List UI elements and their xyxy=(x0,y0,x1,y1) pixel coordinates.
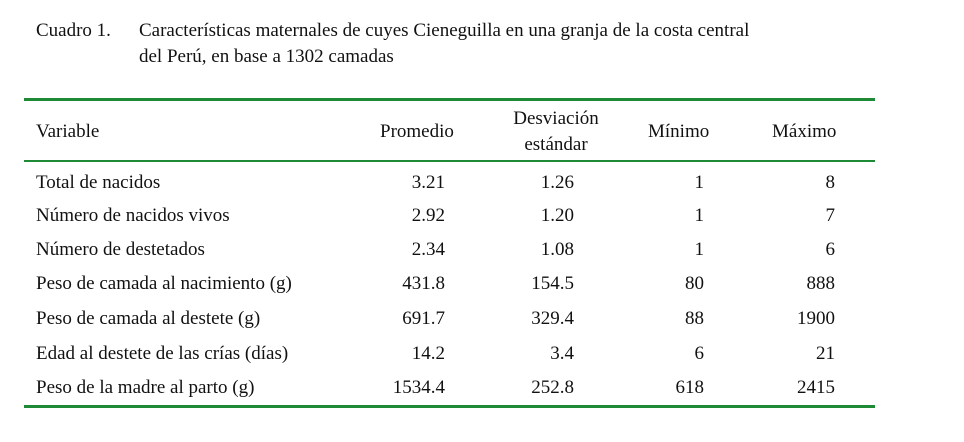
header-variable: Variable xyxy=(36,121,100,142)
cell-desviacion: 1.20 xyxy=(540,205,574,226)
table-top-rule xyxy=(24,98,875,101)
table-row: Número de nacidos vivos 2.92 1.20 1 7 xyxy=(0,203,964,237)
cell-variable: Peso de camada al nacimiento (g) xyxy=(36,273,292,294)
header-maximo: Máximo xyxy=(772,121,837,142)
cell-maximo: 888 xyxy=(806,273,836,294)
caption-title-line-1: Características maternales de cuyes Cien… xyxy=(139,20,750,41)
table-header-rule xyxy=(24,160,875,162)
cell-promedio: 3.21 xyxy=(411,172,445,193)
cell-promedio: 691.7 xyxy=(402,308,445,329)
table-row: Número de destetados 2.34 1.08 1 6 xyxy=(0,237,964,271)
cell-variable: Peso de la madre al parto (g) xyxy=(36,377,255,398)
table-row: Peso de camada al nacimiento (g) 431.8 1… xyxy=(0,271,964,305)
cell-minimo: 1 xyxy=(694,239,705,260)
cell-variable: Edad al destete de las crías (días) xyxy=(36,343,289,364)
cell-maximo: 1900 xyxy=(797,308,835,329)
cell-minimo: 1 xyxy=(694,172,705,193)
cell-minimo: 1 xyxy=(694,205,705,226)
cell-maximo: 7 xyxy=(825,205,836,226)
header-minimo: Mínimo xyxy=(648,121,710,142)
cell-promedio: 14.2 xyxy=(411,343,445,364)
cell-maximo: 6 xyxy=(825,239,836,260)
header-desviacion-estandar: Desviación estándar xyxy=(513,108,599,155)
caption-title-line-2: del Perú, en base a 1302 camadas xyxy=(139,46,394,67)
cell-maximo: 21 xyxy=(816,343,835,364)
cell-desviacion: 154.5 xyxy=(531,273,574,294)
cell-desviacion: 3.4 xyxy=(550,343,574,364)
cell-desviacion: 1.26 xyxy=(540,172,574,193)
cell-desviacion: 252.8 xyxy=(531,377,574,398)
table-row: Peso de la madre al parto (g) 1534.4 252… xyxy=(0,375,964,409)
cell-variable: Número de destetados xyxy=(36,239,205,260)
cell-promedio: 2.34 xyxy=(411,239,445,260)
cell-minimo: 80 xyxy=(685,273,704,294)
cell-minimo: 88 xyxy=(685,308,704,329)
cell-maximo: 2415 xyxy=(797,377,835,398)
cell-promedio: 1534.4 xyxy=(392,377,445,398)
cell-desviacion: 329.4 xyxy=(531,308,574,329)
cell-variable: Peso de camada al destete (g) xyxy=(36,308,261,329)
caption-label: Cuadro 1. xyxy=(36,20,111,41)
cell-minimo: 618 xyxy=(675,377,705,398)
cell-desviacion: 1.08 xyxy=(540,239,574,260)
cell-variable: Total de nacidos xyxy=(36,172,161,193)
cell-variable: Número de nacidos vivos xyxy=(36,205,230,226)
table-row: Edad al destete de las crías (días) 14.2… xyxy=(0,341,964,375)
cell-promedio: 431.8 xyxy=(402,273,445,294)
table-row: Total de nacidos 3.21 1.26 1 8 xyxy=(0,170,964,204)
cell-maximo: 8 xyxy=(825,172,836,193)
header-promedio: Promedio xyxy=(380,121,454,142)
cell-minimo: 6 xyxy=(694,343,705,364)
cell-promedio: 2.92 xyxy=(411,205,445,226)
table-bottom-rule xyxy=(24,405,875,408)
table-row: Peso de camada al destete (g) 691.7 329.… xyxy=(0,306,964,340)
